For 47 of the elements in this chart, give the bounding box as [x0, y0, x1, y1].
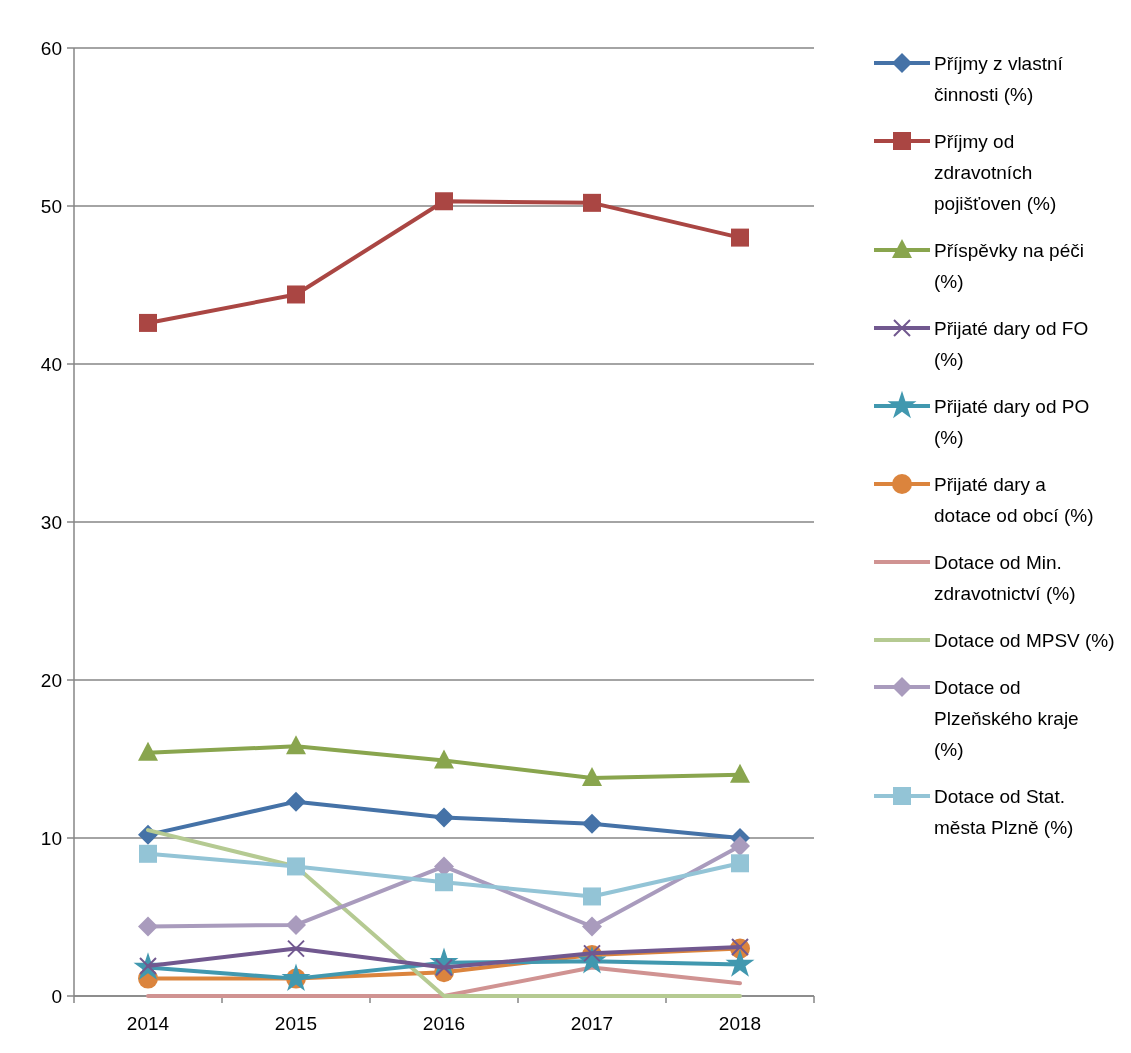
y-tick-label: 0: [51, 986, 62, 1007]
point: [731, 228, 749, 247]
x-tick-label: 2015: [274, 1013, 318, 1034]
point: [434, 807, 454, 828]
legend-label: Přijaté dary a dotace od obcí (%): [934, 474, 1094, 526]
x-tick-label: 2018: [718, 1013, 762, 1034]
point: [725, 949, 755, 977]
y-tick-label: 50: [40, 196, 62, 217]
point: [286, 791, 306, 812]
point: [582, 813, 602, 834]
legend-label: Dotace od Min. zdravotnictví (%): [934, 552, 1076, 604]
y-tick-label: 20: [40, 670, 62, 691]
y-tick-label: 60: [40, 38, 62, 59]
point: [287, 939, 305, 958]
legend-label: Příjmy od zdravotních pojišťoven (%): [934, 131, 1057, 214]
point: [286, 914, 306, 935]
x-tick-label: 2014: [126, 1013, 170, 1034]
y-tick-label: 40: [40, 354, 62, 375]
y-tick-label: 30: [40, 512, 62, 533]
point: [730, 763, 750, 783]
point: [435, 192, 453, 211]
legend-label: Dotace od Plzeňského kraje (%): [934, 677, 1079, 760]
point: [281, 963, 311, 991]
point: [287, 285, 305, 304]
legend-label: Přijaté dary od PO (%): [934, 396, 1090, 448]
point: [286, 735, 306, 755]
legend-label: Příspěvky na péči (%): [934, 240, 1084, 292]
point: [138, 741, 158, 761]
point: [730, 835, 750, 856]
point: [583, 887, 601, 906]
point: [139, 844, 157, 863]
legend-label: Dotace od Stat. města Plzně (%): [934, 786, 1074, 838]
point: [582, 916, 602, 937]
legend-label: Přijaté dary od FO (%): [934, 318, 1089, 370]
point: [434, 749, 454, 769]
y-tick-label: 10: [40, 828, 62, 849]
point: [435, 873, 453, 892]
point: [582, 766, 602, 786]
x-tick-label: 2016: [422, 1013, 466, 1034]
point: [583, 193, 601, 212]
legend-label: Dotace od MPSV (%): [934, 630, 1115, 651]
point: [138, 916, 158, 937]
legend-label: Příjmy z vlastní činnosti (%): [934, 53, 1064, 105]
point: [731, 854, 749, 873]
point: [287, 857, 305, 876]
x-tick-label: 2017: [570, 1013, 614, 1034]
point: [139, 313, 157, 332]
